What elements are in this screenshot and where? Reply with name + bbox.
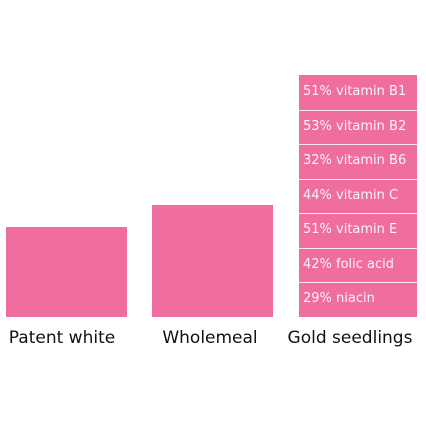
segment-label-4: 44% vitamin C (303, 187, 399, 203)
segment-label-6: 42% folic acid (303, 256, 395, 272)
segment-divider-2 (299, 144, 417, 145)
segment-label-7: 29% niacin (303, 291, 375, 307)
segment-label-5: 51% vitamin E (303, 222, 398, 238)
segment-label-3: 32% vitamin B6 (303, 153, 407, 169)
segment-label-1: 51% vitamin B1 (303, 84, 407, 99)
category-label-gold-seedlings: Gold seedlings (287, 328, 413, 348)
segment-divider-3 (299, 179, 417, 180)
segment-divider-4 (299, 213, 417, 214)
segment-divider-5 (299, 248, 417, 249)
segment-divider-1 (299, 110, 417, 111)
segment-divider-6 (299, 282, 417, 283)
segment-label-2: 53% vitamin B2 (303, 118, 407, 134)
category-label-patent-white: Patent white (8, 328, 116, 348)
category-label-wholemeal: Wholemeal (162, 328, 258, 348)
bar-patent-white (6, 227, 127, 317)
bar-wholemeal (152, 205, 273, 317)
bar-gold-seedlings: 51% vitamin B1 53% vitamin B2 32% vitamin … (299, 75, 417, 317)
